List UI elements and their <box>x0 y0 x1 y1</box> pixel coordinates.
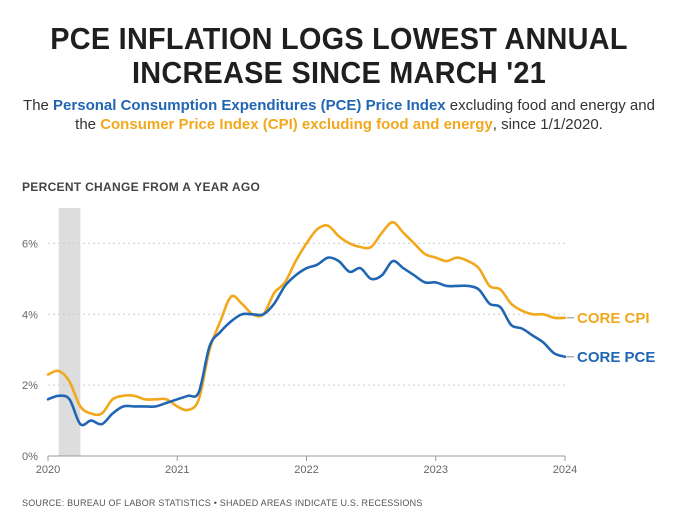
series-line-core-pce <box>46 256 567 427</box>
y-tick-label: 2% <box>22 380 38 392</box>
x-tick-label: 2023 <box>424 464 448 476</box>
subtitle-text-2: excluding food and energy and the <box>75 97 655 133</box>
x-tick-label: 2022 <box>294 464 318 476</box>
x-axis: 2020 2021 2022 2023 2024 <box>36 455 577 476</box>
y-tick-label: 6% <box>22 238 38 250</box>
y-tick-labels: 0% 2% 4% 6% <box>22 238 38 463</box>
subtitle-text-1: The <box>23 97 54 114</box>
end-labels: CORE CPI CORE PCE <box>567 310 655 366</box>
chart-title: PCE INFLATION LOGS LOWEST ANNUAL INCREAS… <box>24 22 655 90</box>
y-tick-label: 0% <box>22 451 38 463</box>
series-lines <box>46 220 567 427</box>
chart-title-line1: PCE INFLATION LOGS LOWEST ANNUAL <box>50 21 628 56</box>
gridlines <box>48 242 565 386</box>
source-note: SOURCE: BUREAU OF LABOR STATISTICS • SHA… <box>22 498 423 508</box>
chart-subtitle: The Personal Consumption Expenditures (P… <box>20 96 658 134</box>
series-line-core-cpi <box>46 220 567 417</box>
y-axis-label: PERCENT CHANGE FROM A YEAR AGO <box>22 180 261 194</box>
end-label-core-pce: CORE PCE <box>577 349 655 366</box>
subtitle-pce-name: Personal Consumption Expenditures (PCE) … <box>53 97 446 114</box>
end-label-core-cpi: CORE CPI <box>577 310 650 327</box>
x-tick-label: 2024 <box>553 464 577 476</box>
x-tick-label: 2020 <box>36 464 60 476</box>
chart-title-line2: INCREASE SINCE MARCH '21 <box>131 55 547 90</box>
y-tick-label: 4% <box>22 309 38 321</box>
subtitle-text-3: , since 1/1/2020. <box>492 116 603 133</box>
subtitle-cpi-name: Consumer Price Index (CPI) excluding foo… <box>100 116 493 133</box>
x-tick-label: 2021 <box>165 464 189 476</box>
